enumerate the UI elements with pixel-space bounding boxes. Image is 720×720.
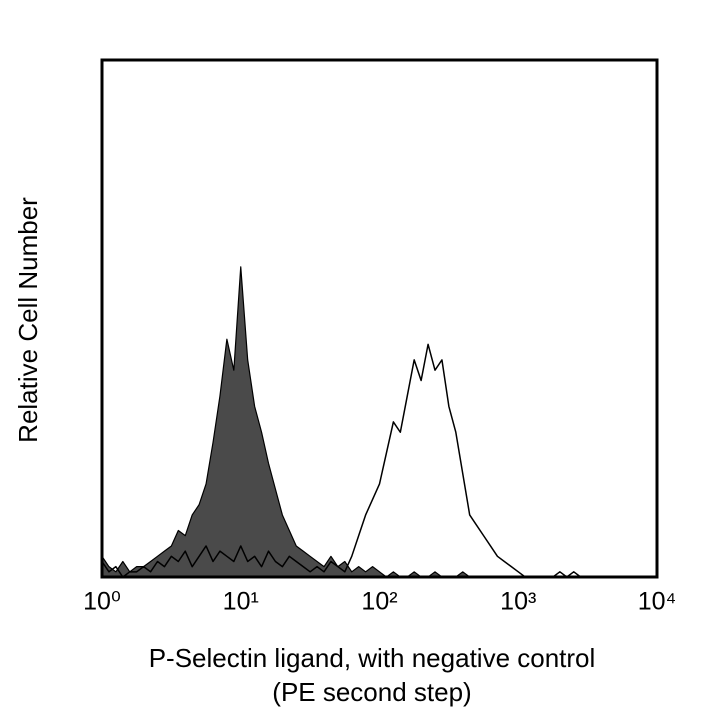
x-axis-label: (PE second step) [272,677,471,707]
x-tick-label: 10⁴ [638,588,677,616]
plot-frame [100,58,659,579]
x-tick-label: 10⁰ [83,588,121,616]
histogram-area [101,266,658,578]
x-tick-label: 10³ [500,588,536,616]
x-tick-label: 10² [361,588,397,616]
histogram-outline [101,343,657,578]
x-tick-label: 10¹ [223,588,259,616]
x-axis-label: P-Selectin ligand, with negative control [149,643,596,673]
y-axis-label: Relative Cell Number [13,197,43,443]
